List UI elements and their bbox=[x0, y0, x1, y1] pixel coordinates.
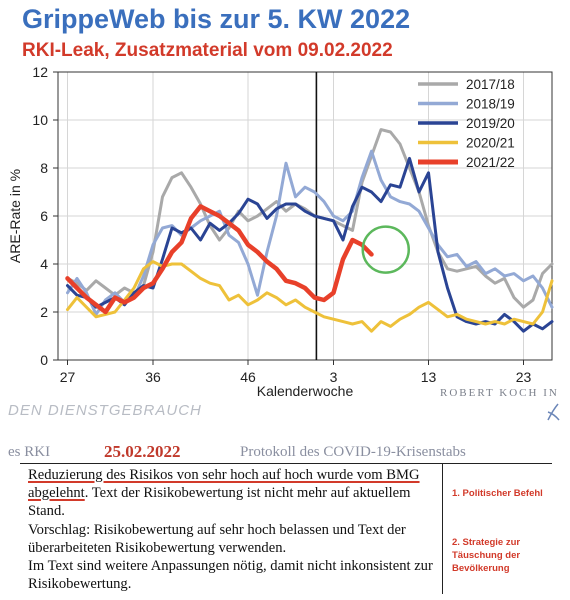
series-line-2019-20 bbox=[66, 156, 554, 333]
document-date: 25.02.2022 bbox=[104, 442, 181, 461]
rki-logo-icon bbox=[547, 403, 560, 421]
underlined-statement: Reduzierung des Risikos von sehr hoch au… bbox=[28, 467, 420, 502]
document-divider bbox=[20, 463, 552, 464]
margin-note-1: 1. Politischer Befehl bbox=[452, 488, 543, 499]
watermark-text: DEN DIENSTGEBRAUCH bbox=[8, 402, 202, 419]
page-title: GrippeWeb bis zur 5. KW 2022 bbox=[22, 4, 411, 34]
margin-note-2: 2. Strategie zur Täuschung der Bevölkeru… bbox=[452, 537, 521, 574]
y-tick-label: 4 bbox=[40, 256, 48, 272]
legend-label: 2018/19 bbox=[466, 97, 515, 112]
paragraph-2: Vorschlag: Risikobewertung auf sehr hoch… bbox=[28, 521, 406, 556]
y-tick-label: 10 bbox=[32, 112, 48, 128]
document-header: es RKI 25.02.2022 Protokoll des COVID-19… bbox=[0, 438, 570, 462]
paragraph-1-rest: . Text der Risikobewertung ist nicht meh… bbox=[28, 485, 411, 520]
y-tick-label: 12 bbox=[32, 64, 48, 80]
chart-grid bbox=[58, 71, 552, 361]
legend-label: 2021/22 bbox=[466, 155, 515, 170]
series-line-2020-21 bbox=[66, 260, 554, 333]
paragraph-3: Im Text sind weitere Anpassungen nötig, … bbox=[28, 558, 433, 593]
y-axis-label: ARE-Rate in % bbox=[7, 169, 23, 263]
document-title: Protokoll des COVID-19-Krisenstabs bbox=[240, 444, 466, 460]
y-tick-label: 6 bbox=[40, 208, 48, 224]
document-source: es RKI bbox=[8, 444, 51, 460]
x-tick-label: 36 bbox=[145, 369, 161, 385]
x-tick-label: 13 bbox=[421, 369, 437, 385]
x-tick-label: 27 bbox=[60, 369, 76, 385]
document-body: Reduzierung des Risikos von sehr hoch au… bbox=[28, 466, 448, 593]
paragraph-1: Reduzierung des Risikos von sehr hoch au… bbox=[28, 466, 448, 521]
x-tick-label: 23 bbox=[516, 369, 532, 385]
x-axis-label: Kalenderwoche bbox=[257, 383, 354, 397]
y-tick-label: 0 bbox=[40, 352, 48, 368]
legend-label: 2019/20 bbox=[466, 116, 515, 131]
x-tick-label: 46 bbox=[240, 369, 256, 385]
page-subtitle: RKI-Leak, Zusatzmaterial vom 09.02.2022 bbox=[22, 40, 393, 61]
legend-label: 2017/18 bbox=[466, 77, 515, 92]
rki-logo-text: ROBERT KOCH IN bbox=[440, 387, 559, 399]
y-tick-label: 8 bbox=[40, 160, 48, 176]
legend-label: 2020/21 bbox=[466, 136, 515, 151]
chart-legend: 2017/18 2018/19 2019/20 2020/21 2021/22 bbox=[418, 77, 515, 170]
x-tick-label: 3 bbox=[330, 369, 338, 385]
y-tick-label: 2 bbox=[40, 304, 48, 320]
annotation-circle bbox=[361, 225, 410, 274]
chart-series bbox=[65, 128, 554, 333]
series-line-2021-22 bbox=[65, 204, 374, 315]
series-line-2018-19 bbox=[66, 149, 554, 316]
document-text-box bbox=[22, 464, 443, 594]
